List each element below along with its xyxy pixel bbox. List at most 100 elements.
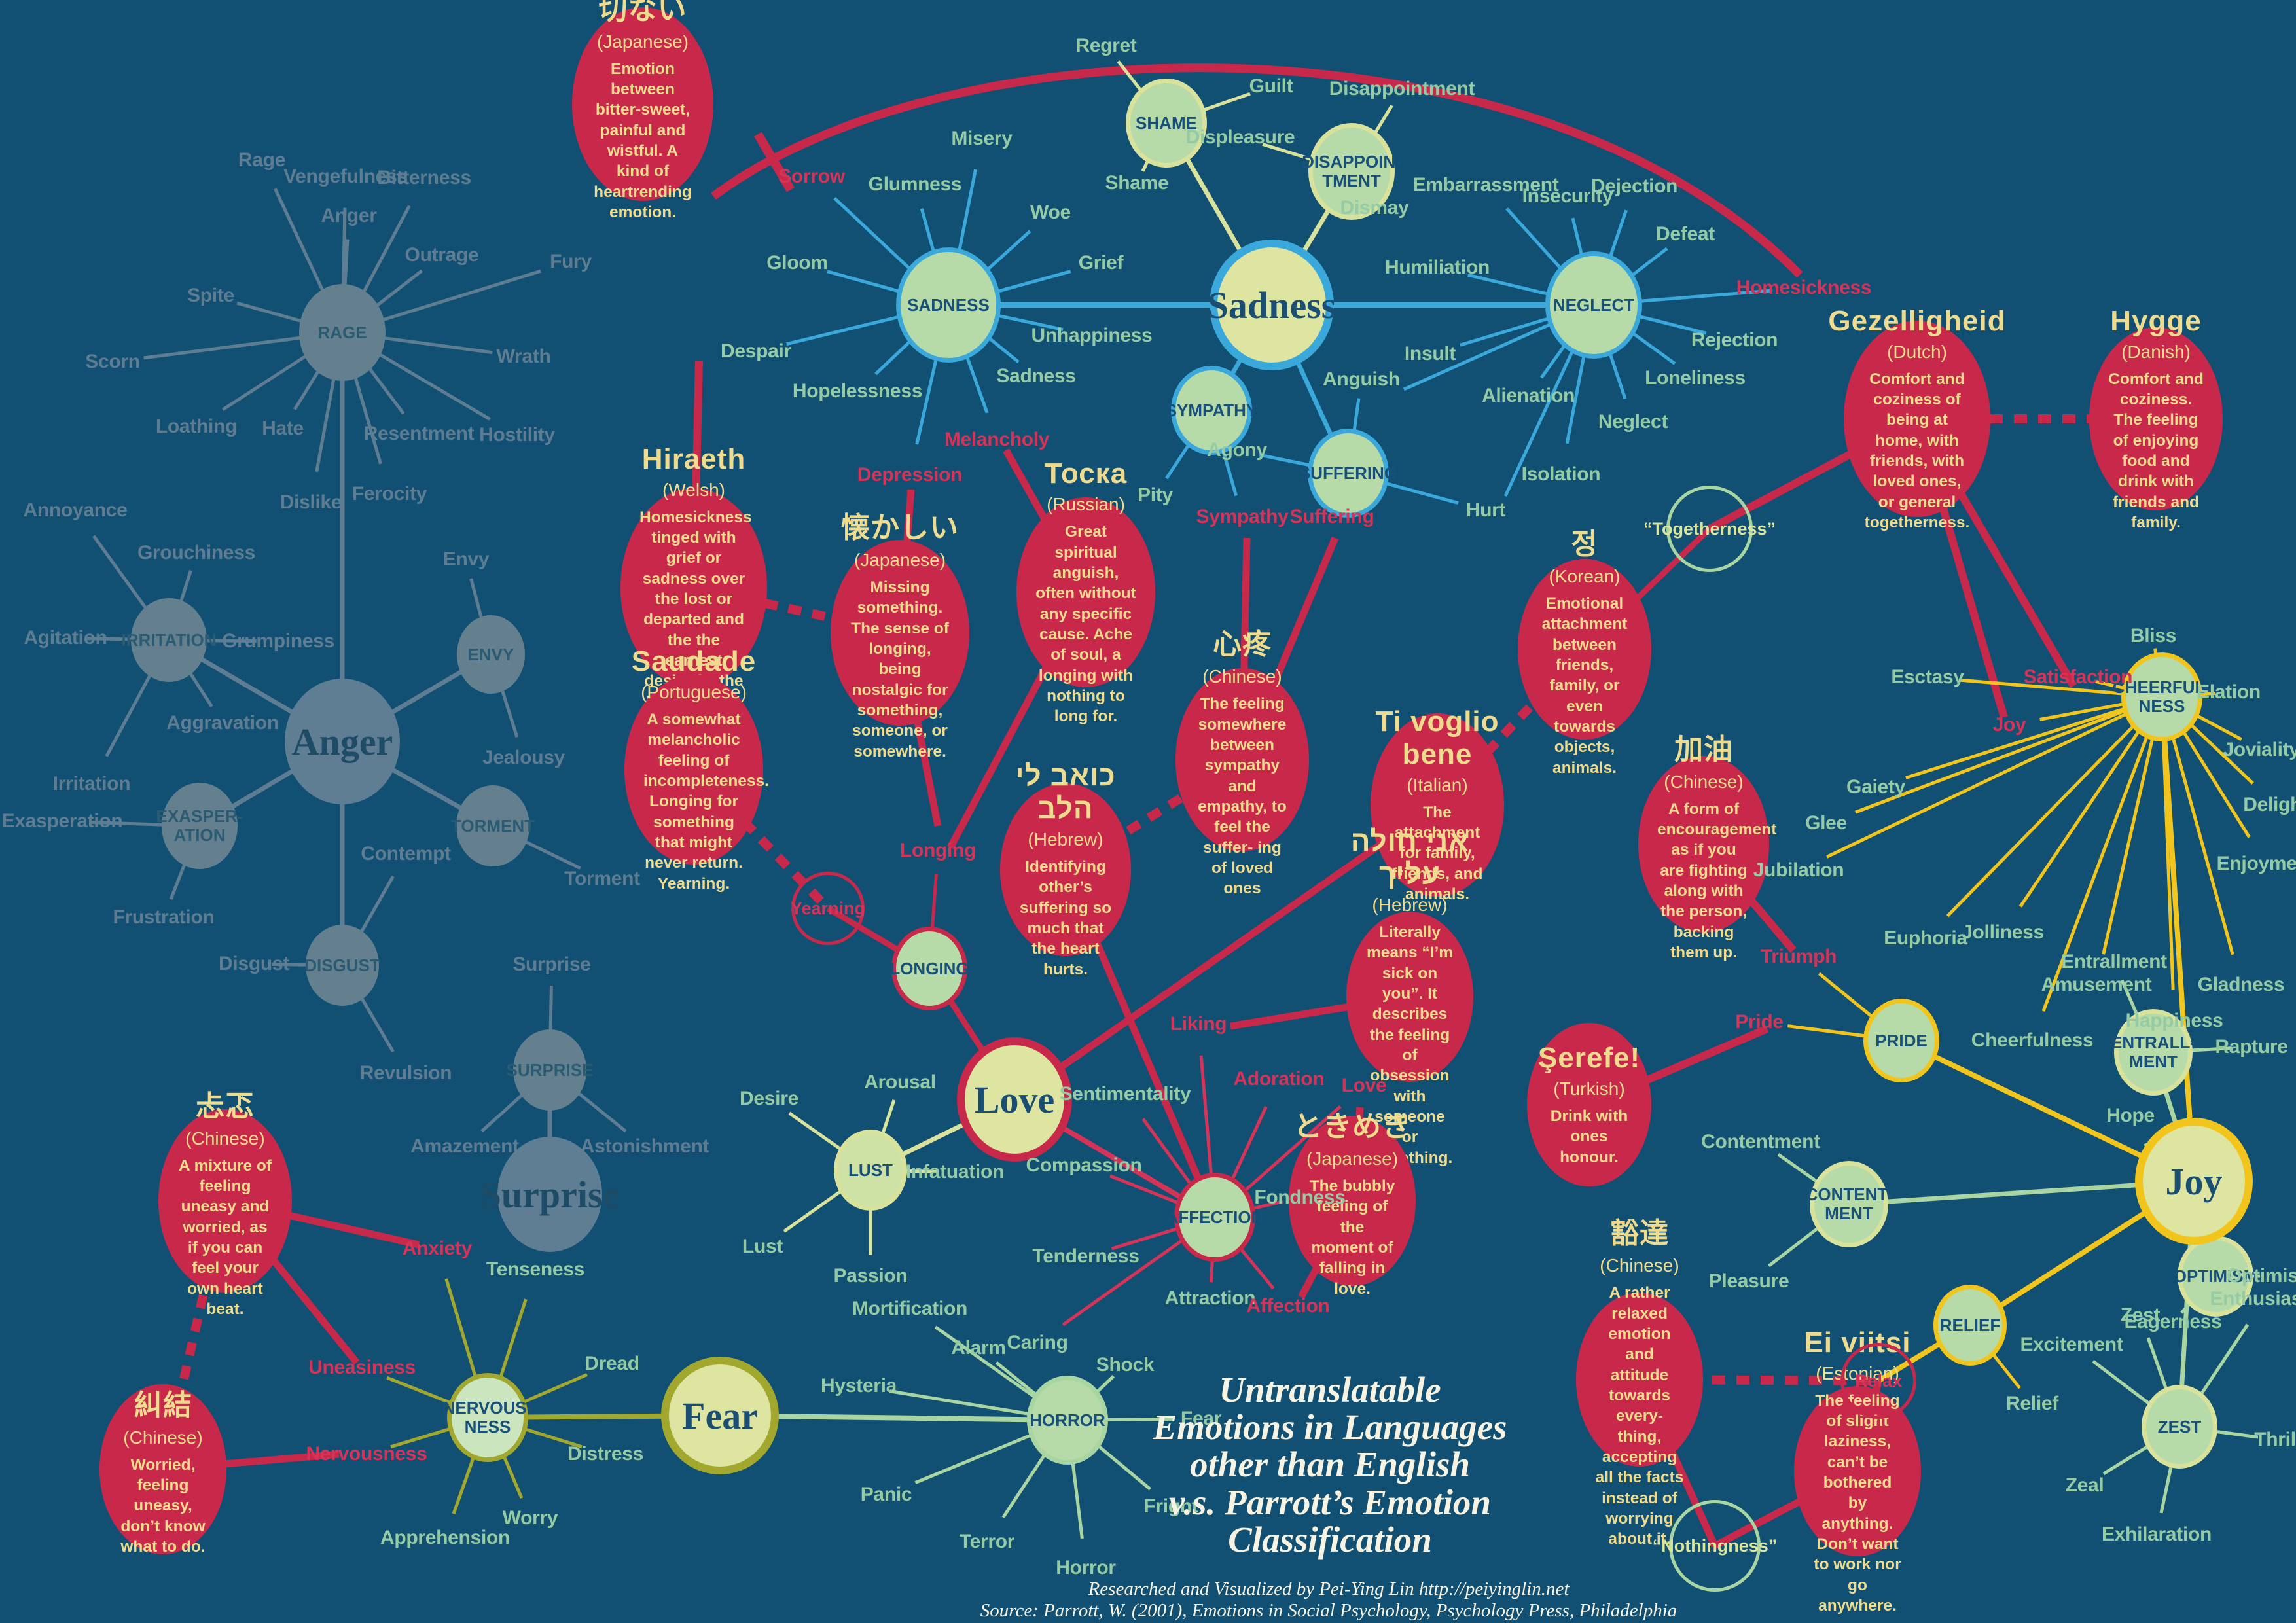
spoke-label-unhappiness: Unhappiness <box>1031 325 1153 346</box>
spoke-label-affection: Affection <box>1246 1295 1330 1317</box>
foreign-description: Missing something. The sense of longing,… <box>851 578 949 760</box>
foreign-description: Worried, feeling uneasy, don’t know what… <box>120 1455 206 1556</box>
hub-sympathy_hub: SYMPATHY <box>1166 366 1257 455</box>
spoke-label-enjoyment: Enjoyment <box>2216 853 2296 874</box>
primary-fear: Fear <box>661 1357 779 1474</box>
foreign-description: Drink with ones honour. <box>1550 1107 1628 1166</box>
spoke-label-hope: Hope <box>2106 1105 2155 1126</box>
spoke-label-irritation: Irritation <box>52 773 131 794</box>
hub-relief_hub: RELIEF <box>1933 1285 2007 1366</box>
spoke-label-dejection: Dejection <box>1590 175 1678 197</box>
spoke-label-disappointment: Disappointment <box>1329 78 1475 99</box>
foreign-description: The bubbly feeling of the moment of fall… <box>1309 1177 1395 1298</box>
spoke-label-excitement: Excitement <box>2020 1334 2123 1355</box>
hub-contentment_hub: CONTENT- MENT <box>1806 1161 1892 1247</box>
poster-title: Untranslatable Emotions in Languages oth… <box>970 1371 1690 1558</box>
spoke-label-uneasiness: Uneasiness <box>308 1357 416 1378</box>
spoke-label-resentment: Resentment <box>363 423 475 444</box>
hub-horror_hub: HORROR <box>1027 1376 1108 1465</box>
spoke-label-bitterness: Bitterness <box>377 167 471 188</box>
spoke-label-displeasure: Displeasure <box>1185 126 1295 148</box>
hub-rage_hub: RAGE <box>299 284 386 381</box>
foreign-node-setsunai: 切ない (Japanese) Emotion between bitter-swee… <box>572 0 713 221</box>
hub-neglect_hub: NEGLECT <box>1545 251 1642 359</box>
spoke-label-fury: Fury <box>550 251 592 272</box>
title-line-1: Untranslatable <box>1219 1370 1441 1410</box>
foreign-description: Great spiritual anguish, often without a… <box>1035 523 1136 726</box>
spoke-label-eagerness: Eagerness <box>2124 1311 2222 1332</box>
spoke-label-thrill: Thrill <box>2254 1429 2296 1450</box>
spoke-label-grouchiness: Grouchiness <box>137 542 256 563</box>
hub-nervousness_hub: NERVOUS- NESS <box>443 1373 532 1462</box>
spoke-label-caring: Caring <box>1007 1332 1068 1353</box>
spoke-label-vengefulness: Vengefulness <box>283 166 408 187</box>
spoke-label-longing: Longing <box>899 840 977 861</box>
spoke-label-shock: Shock <box>1096 1354 1155 1376</box>
homesickness-arc <box>711 63 1803 278</box>
spoke-label-entrallment: Entrallment <box>2061 951 2167 972</box>
foreign-language: (Hebrew) <box>1372 894 1448 915</box>
spoke-label-fright: Fright <box>1143 1495 1198 1517</box>
foreign-node-xinteng: 心疼 (Chinese) The feeling somewhere between… <box>1175 628 1309 897</box>
foreign-language: (Dutch) <box>1887 341 1947 362</box>
spoke-label-happiness: Happiness <box>2125 1010 2223 1031</box>
outline-circle-yearning_circle: Yearning <box>791 872 865 945</box>
foreign-node-tokimeki: ときめき (Japanese) The bubbly feeling of the … <box>1289 1111 1416 1298</box>
spoke-label-hurt: Hurt <box>1465 499 1506 521</box>
spoke-label-suffering: Suffering <box>1289 506 1374 527</box>
spoke-label-adoration: Adoration <box>1233 1068 1325 1090</box>
spoke-label-joy: Joy <box>1992 714 2026 736</box>
spoke-label-misery: Misery <box>951 128 1013 149</box>
spoke-label-rage: Rage <box>238 149 286 171</box>
foreign-node-jiayou: 加油 (Chinese) A form of encouragement as if… <box>1638 734 1776 961</box>
foreign-word: 糾結 <box>134 1389 192 1421</box>
foreign-node-tivogliobene: Ti voglio bene (Italian) The attachment fo… <box>1371 705 1504 903</box>
spoke-label-pride: Pride <box>1735 1011 1784 1033</box>
foreign-node-hygge: Hygge (Danish) Comfort and coziness. The f… <box>2089 305 2223 531</box>
spoke-label-zest: Zest <box>2120 1304 2161 1326</box>
spoke-label-grief: Grief <box>1078 252 1124 274</box>
spoke-label-esctasy: Esctasy <box>1891 666 1964 688</box>
foreign-word: 懐かしい <box>841 511 959 544</box>
spoke-label-contempt: Contempt <box>361 843 451 865</box>
spoke-label-cheerfulness: Cheerfulness <box>1971 1029 2094 1051</box>
spoke-label-liking: Liking <box>1170 1013 1227 1035</box>
foreign-description: Identifying other’s suffering so much th… <box>1019 857 1112 978</box>
spoke-label-anguish: Anguish <box>1323 368 1400 390</box>
foreign-language: (Chinese) <box>1664 771 1744 792</box>
spoke-label-zeal: Zeal <box>2065 1474 2104 1496</box>
spoke-label-relief: Relief <box>2006 1393 2058 1414</box>
title-line-3: other than English <box>1190 1444 1470 1485</box>
hub-torment_hub: TORMENT <box>451 785 535 866</box>
foreign-language: (Turkish) <box>1553 1078 1625 1099</box>
spoke-label-rapture: Rapture <box>2215 1036 2288 1058</box>
spoke-label-mortification: Mortification <box>852 1298 968 1319</box>
spoke-label-compassion: Compassion <box>1026 1154 1142 1176</box>
hub-lust_hub: LUST <box>834 1130 907 1211</box>
foreign-language: (Japanese) <box>596 31 689 52</box>
foreign-word: Hygge <box>2110 304 2202 337</box>
hub-sadness_hub: SADNESS <box>896 247 1001 363</box>
foreign-language: (Chinese) <box>1202 666 1282 687</box>
edge-huoda-relax_circle <box>1639 1375 1879 1385</box>
spoke-label-frustration: Frustration <box>113 906 215 928</box>
spoke-label-amusement: Amusement <box>2041 974 2152 995</box>
spoke-line-gaiety <box>1905 695 2162 779</box>
foreign-language: (Danish) <box>2121 341 2191 362</box>
spoke-line-euphoria <box>1946 696 2163 918</box>
spoke-label-wrath: Wrath <box>496 346 551 367</box>
foreign-description: A form of encouragement as if you are fi… <box>1657 800 1777 962</box>
spoke-label-woe: Woe <box>1030 202 1071 223</box>
hub-surprise_hub: SURPRISE <box>507 1029 593 1111</box>
spoke-label-exhilaration: Exhilaration <box>2101 1524 2212 1545</box>
outline-circle-nothingness_circle: “Nothingness” <box>1653 1500 1777 1592</box>
spoke-label-distress: Distress <box>567 1443 644 1465</box>
foreign-word: אני חולה עליך <box>1350 825 1469 890</box>
credit-source: Source: Parrott, W. (2001), Emotions in … <box>980 1600 1677 1622</box>
spoke-label-defeat: Defeat <box>1656 223 1715 245</box>
spoke-label-optimism: Optimism <box>2227 1265 2296 1287</box>
spoke-label-panic: Panic <box>860 1484 912 1505</box>
spoke-line-jubilation <box>1826 695 2163 859</box>
spoke-label-agony: Agony <box>1207 439 1267 461</box>
foreign-word: 豁達 <box>1610 1217 1669 1250</box>
